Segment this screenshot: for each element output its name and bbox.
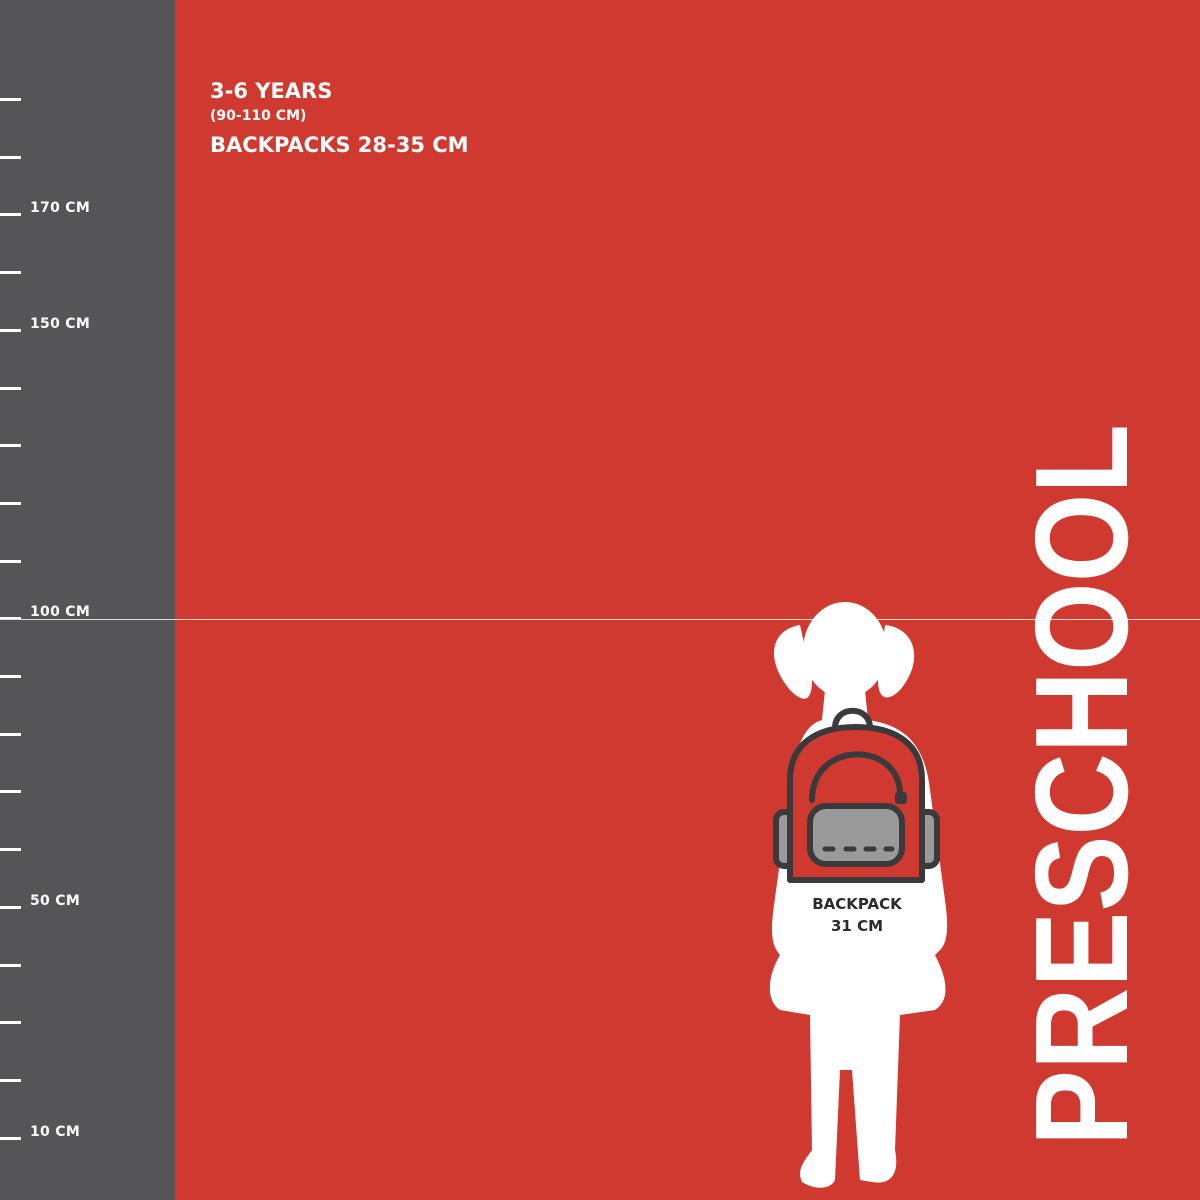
ruler-tick [0,675,21,678]
ruler-label: 170 CM [30,200,91,217]
ruler-label: 100 CM [30,604,91,621]
ruler-tick [0,1078,21,1082]
backpack-size: 31 CM [831,917,883,935]
ruler-tick [0,213,21,217]
ruler-tick [0,617,21,621]
ruler-tick [0,790,21,794]
ruler-tick [0,848,21,852]
ruler-tick [0,963,21,967]
backpack-range: BACKPACKS 28-35 CM [210,133,469,157]
height-range: (90-110 CM) [210,108,307,124]
backpack-label: BACKPACK [812,895,903,913]
ruler-label: 150 CM [30,315,91,332]
ruler-tick [0,1136,21,1140]
ruler-tick [0,559,21,563]
ruler-tick [0,98,21,101]
ruler-label: 10 CM [30,1123,81,1140]
height-marker-line [0,619,1200,620]
ruler-tick [0,271,21,275]
ruler-tick [0,444,21,448]
age-range: 3-6 YEARS [210,79,333,103]
backpack-icon [773,707,940,883]
ruler-tick [0,732,21,736]
height-ruler: 170 CM 150 CM 100 CM 50 CM 10 CM [0,0,175,1200]
ruler-tick [0,386,21,390]
ruler-tick [0,155,21,159]
ruler-label: 50 CM [30,892,81,909]
ruler-tick [0,905,21,909]
category-title: PRESCHOOL [1008,424,1155,1146]
ruler-tick [0,1021,21,1025]
ruler-tick [0,328,21,332]
ruler-tick [0,501,21,505]
age-info: 3-6 YEARS (90-110 CM) BACKPACKS 28-35 CM [210,78,469,162]
